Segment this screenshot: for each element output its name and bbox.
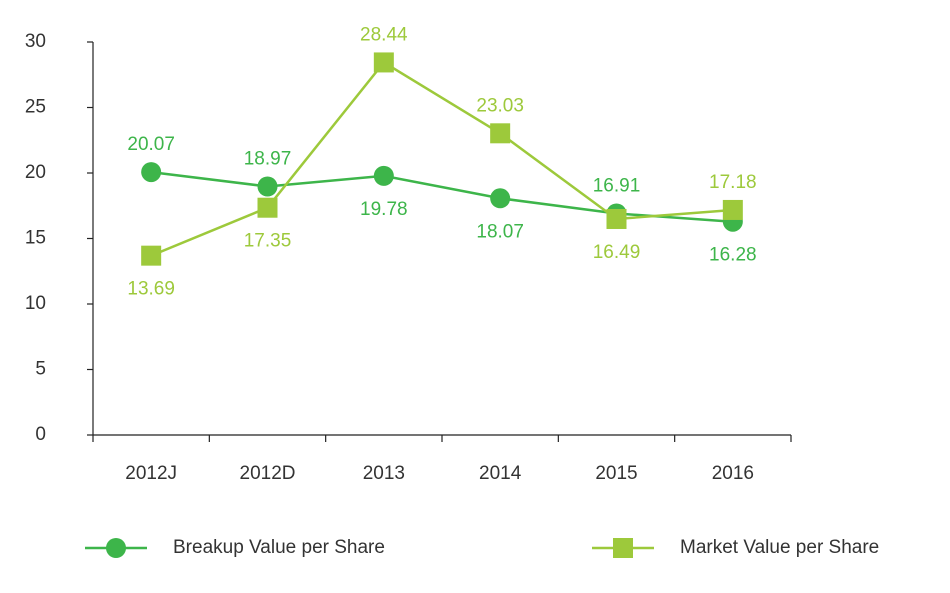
data-point (606, 208, 627, 229)
series-line (150, 60, 733, 257)
data-point (141, 162, 162, 183)
y-tick-label: 15 (25, 228, 46, 249)
data-point (257, 176, 278, 197)
data-label: 18.07 (476, 221, 524, 242)
data-point (490, 123, 511, 144)
data-label: 13.69 (127, 279, 175, 300)
y-tick-label: 0 (35, 424, 46, 445)
data-point (373, 52, 394, 73)
data-point (141, 245, 162, 266)
legend-label: Market Value per Share (680, 537, 879, 558)
data-point (722, 199, 743, 220)
legend-label: Breakup Value per Share (173, 537, 385, 558)
legend-marker (613, 538, 633, 558)
series-line (151, 170, 733, 223)
data-label: 19.78 (360, 199, 408, 220)
data-point (490, 188, 511, 209)
data-label: 16.28 (709, 245, 757, 266)
data-label: 20.07 (127, 134, 175, 155)
x-tick-label: 2015 (595, 463, 637, 484)
x-tick-label: 2014 (479, 463, 522, 484)
y-tick-label: 5 (35, 359, 46, 380)
data-label: 18.97 (244, 149, 292, 170)
data-label: 16.49 (593, 242, 641, 263)
y-tick-label: 10 (25, 293, 46, 314)
data-point (257, 197, 278, 218)
data-label: 16.91 (593, 175, 641, 196)
data-label: 23.03 (476, 95, 524, 116)
y-tick-label: 30 (25, 31, 46, 52)
y-tick-label: 20 (25, 162, 46, 183)
x-tick-label: 2016 (712, 463, 754, 484)
x-tick-label: 2012J (125, 463, 177, 484)
data-label: 28.44 (360, 24, 408, 45)
data-point (373, 165, 394, 186)
data-label: 17.35 (244, 231, 292, 252)
x-tick-label: 2012D (240, 463, 296, 484)
data-label: 17.18 (709, 172, 757, 193)
x-tick-label: 2013 (363, 463, 405, 484)
legend-marker (106, 538, 126, 558)
y-tick-label: 25 (25, 97, 46, 118)
